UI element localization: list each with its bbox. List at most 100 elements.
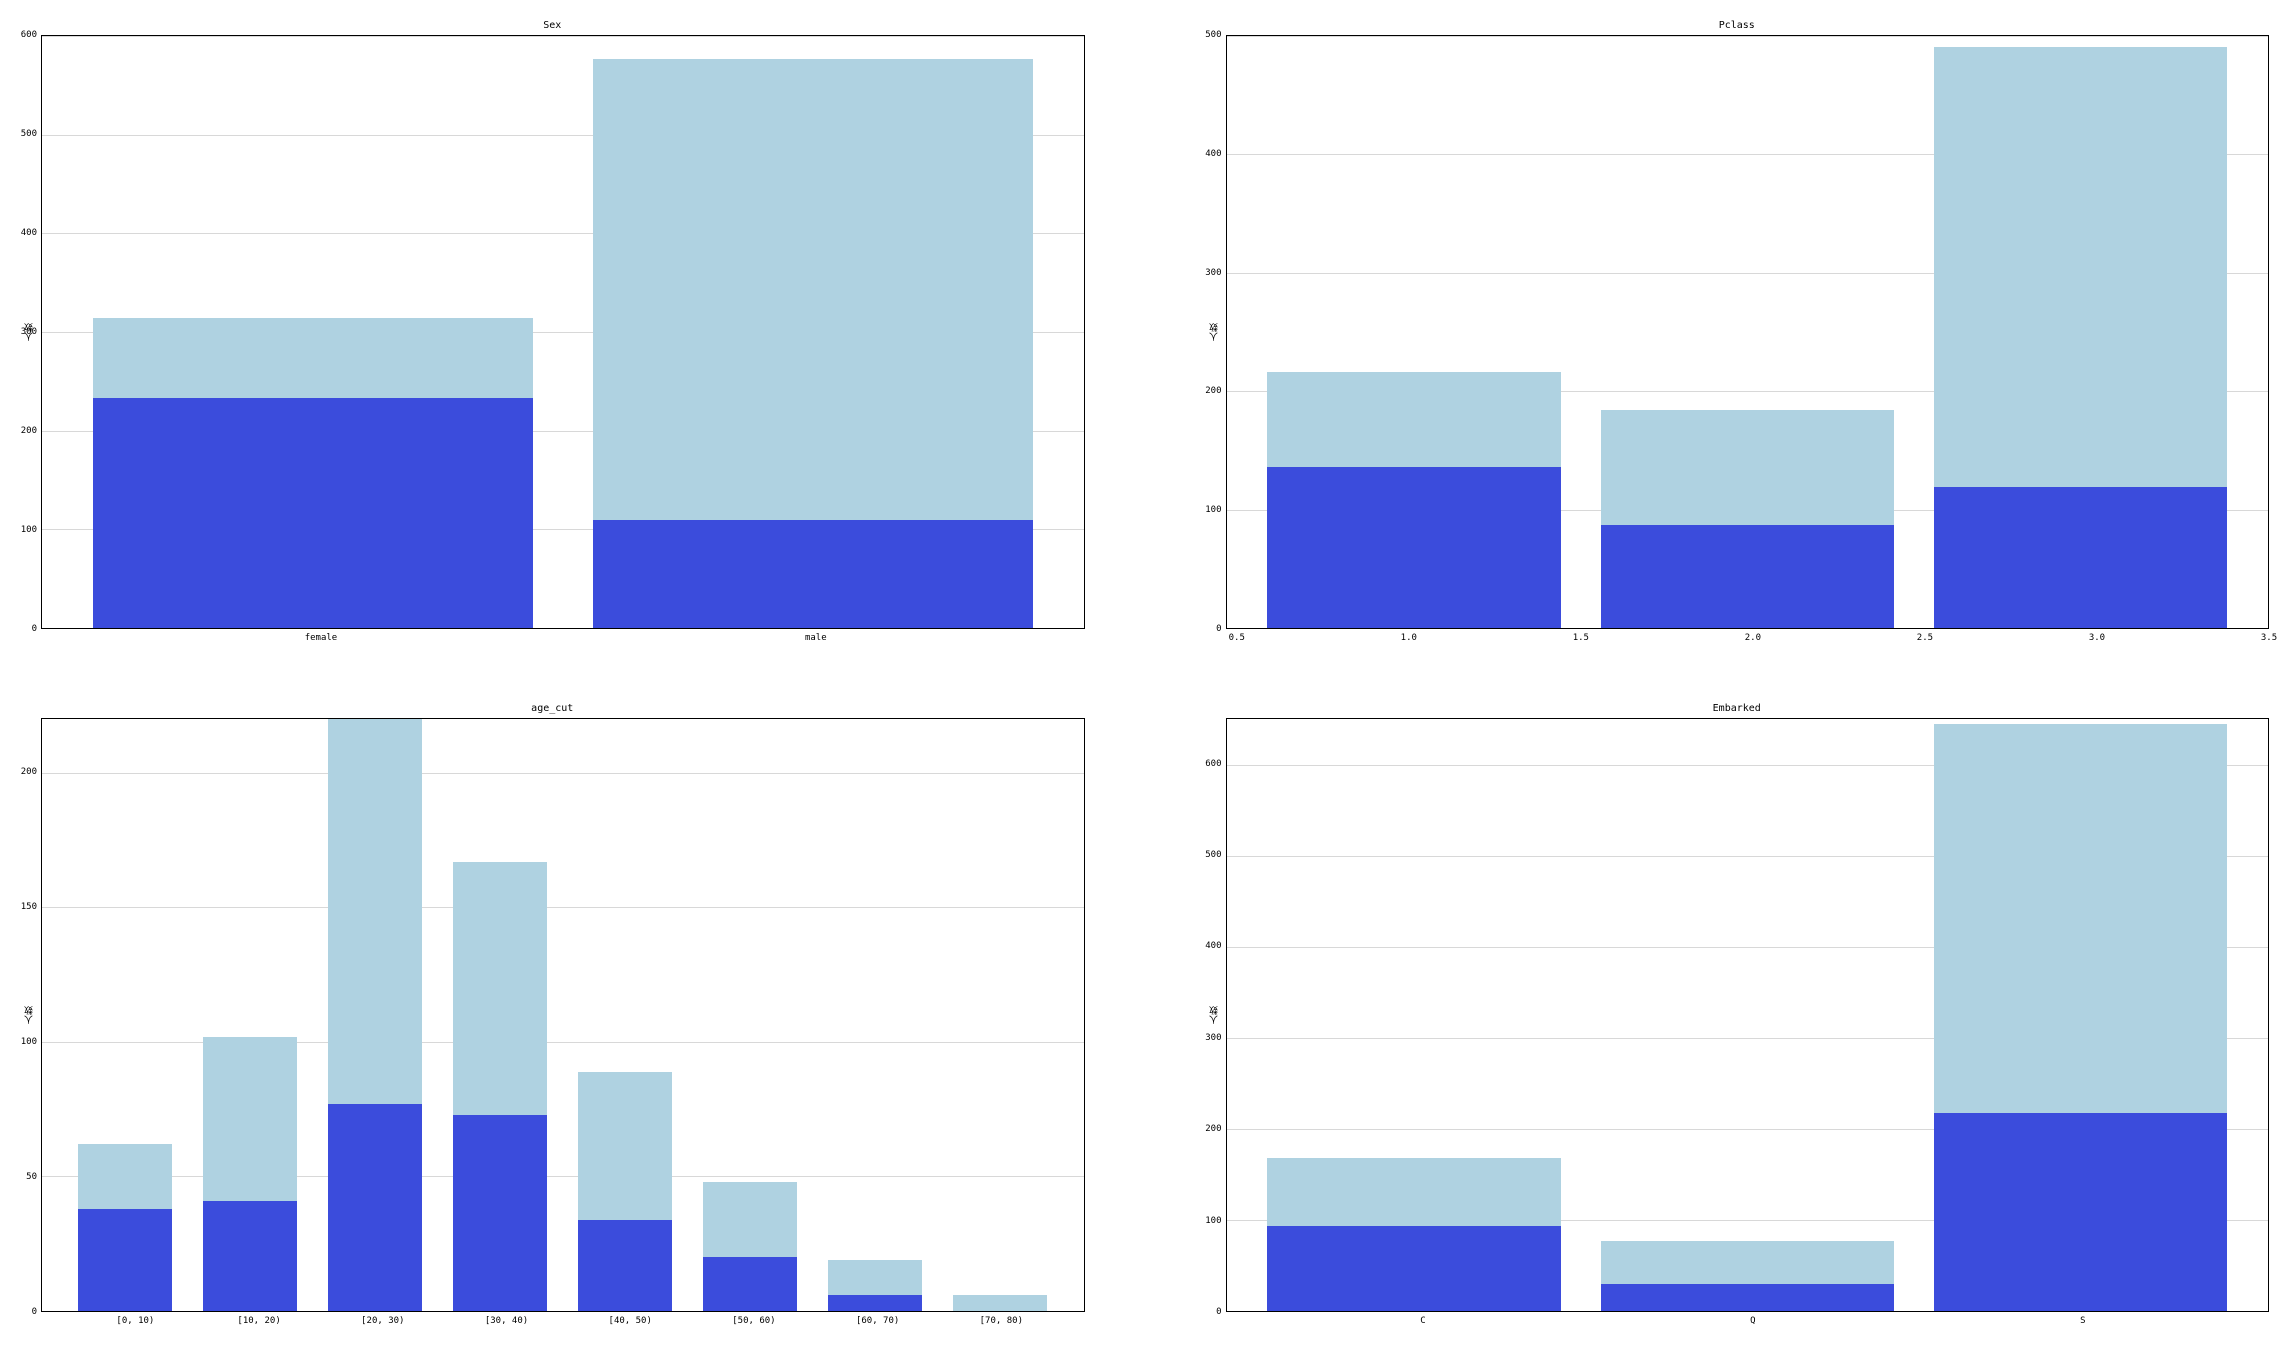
y-tick-label: 150 (21, 902, 37, 912)
x-tick-label: 1.0 (1401, 633, 1417, 643)
bar (828, 1260, 922, 1311)
bar-front-segment (703, 1257, 797, 1311)
bar-slot (1914, 719, 2247, 1311)
x-tick-label: 1.5 (1573, 633, 1589, 643)
chart-grid: Sex 人数 0100200300400500600 100 femalemal… (20, 20, 2269, 1326)
bars-container (1227, 36, 2269, 628)
y-tick-label: 300 (1205, 1033, 1221, 1043)
bar-front-segment (1601, 525, 1894, 628)
bar-slot (313, 719, 438, 1311)
bar-slot (813, 719, 938, 1311)
y-tick-label: 0 (1216, 1307, 1221, 1317)
bar (1934, 47, 2227, 628)
x-tick-label: Q (1588, 1316, 1918, 1326)
bar-front-segment (328, 1104, 422, 1311)
bar (203, 1037, 297, 1311)
bar-slot (1581, 719, 1914, 1311)
bar-slot (63, 36, 563, 628)
bar-slot (563, 36, 1063, 628)
y-tick-label: 400 (1205, 149, 1221, 159)
bar (1267, 1158, 1560, 1311)
bar (1934, 724, 2227, 1311)
bar (1267, 372, 1560, 628)
plot-area (1226, 35, 2270, 629)
x-axis-ticks: 0.51.01.52.02.53.03.5 (1237, 629, 2269, 643)
bars-container (42, 36, 1084, 628)
y-tick-label: 200 (21, 767, 37, 777)
y-tick-label: 500 (1205, 850, 1221, 860)
chart-panel-age-cut: age_cut 人数 050100150200 100 [0, 10)[10, … (20, 703, 1085, 1326)
y-tick-label: 100 (21, 525, 37, 535)
bar-slot (938, 719, 1063, 1311)
x-tick-label: [10, 20) (197, 1316, 321, 1326)
bar-front-segment (203, 1201, 297, 1311)
bar (1601, 1241, 1894, 1311)
x-tick-label: 2.5 (1917, 633, 1933, 643)
bars-container (1227, 719, 2269, 1311)
plot-area (1226, 718, 2270, 1312)
x-tick-label: [70, 80) (939, 1316, 1063, 1326)
bar (78, 1144, 172, 1311)
y-tick-label: 300 (1205, 268, 1221, 278)
x-tick-label: 0.5 (1229, 633, 1245, 643)
x-tick-label: female (74, 633, 569, 643)
x-axis-ticks: CQS (1237, 1312, 2269, 1326)
y-tick-label: 400 (1205, 941, 1221, 951)
bar (578, 1072, 672, 1311)
y-tick-label: 400 (21, 228, 37, 238)
x-tick-label: [0, 10) (74, 1316, 198, 1326)
x-tick-label: [30, 40) (445, 1316, 569, 1326)
y-axis-label: 人数 (1205, 35, 1222, 629)
bar-slot (1247, 36, 1580, 628)
bar-front-segment (1267, 467, 1560, 628)
x-tick-label: S (1918, 1316, 2248, 1326)
y-tick-label: 600 (1205, 759, 1221, 769)
bar-slot (563, 719, 688, 1311)
y-tick-label: 100 (1205, 505, 1221, 515)
bar-front-segment (93, 398, 533, 628)
bar (93, 318, 533, 628)
bar-front-segment (1601, 1284, 1894, 1311)
chart-panel-pclass: Pclass 人数 0100200300400500 100 0.51.01.5… (1205, 20, 2270, 643)
y-tick-label: 100 (21, 1037, 37, 1047)
y-tick-label: 0 (32, 624, 37, 634)
chart-title: age_cut (20, 703, 1085, 714)
bar-slot (688, 719, 813, 1311)
y-tick-label: 0 (1216, 624, 1221, 634)
x-tick-label: 3.0 (2089, 633, 2105, 643)
x-tick-label: [20, 30) (321, 1316, 445, 1326)
bar (328, 719, 422, 1311)
chart-panel-embarked: Embarked 人数 0100200300400500600 100 CQS (1205, 703, 2270, 1326)
y-tick-label: 200 (1205, 1124, 1221, 1134)
y-tick-label: 500 (21, 129, 37, 139)
y-tick-label: 0 (32, 1307, 37, 1317)
bar-front-segment (1267, 1226, 1560, 1311)
chart-title: Sex (20, 20, 1085, 31)
bar (953, 1295, 1047, 1311)
x-tick-label: C (1258, 1316, 1588, 1326)
bar (593, 59, 1033, 628)
bar-slot (188, 719, 313, 1311)
chart-body: 人数 0100200300400500600 (1205, 718, 2270, 1312)
bar-front-segment (593, 520, 1033, 628)
chart-body: 人数 050100150200 (20, 718, 1085, 1312)
y-tick-label: 100 (1205, 1216, 1221, 1226)
x-tick-label: [50, 60) (692, 1316, 816, 1326)
y-tick-label: 50 (26, 1172, 37, 1182)
chart-title: Embarked (1205, 703, 2270, 714)
chart-body: 人数 0100200300400500 (1205, 35, 2270, 629)
bar-slot (1247, 719, 1580, 1311)
bar-front-segment (578, 1220, 672, 1311)
y-tick-label: 600 (21, 30, 37, 40)
y-tick-label: 300 (21, 327, 37, 337)
bar-slot (63, 719, 188, 1311)
chart-panel-sex: Sex 人数 0100200300400500600 100 femalemal… (20, 20, 1085, 643)
bar (453, 862, 547, 1311)
x-tick-label: [60, 70) (816, 1316, 940, 1326)
x-tick-label: 2.0 (1745, 633, 1761, 643)
bar-front-segment (1934, 487, 2227, 628)
chart-body: 人数 0100200300400500600 (20, 35, 1085, 629)
x-tick-label: male (568, 633, 1063, 643)
y-tick-label: 500 (1205, 30, 1221, 40)
bar-slot (1581, 36, 1914, 628)
